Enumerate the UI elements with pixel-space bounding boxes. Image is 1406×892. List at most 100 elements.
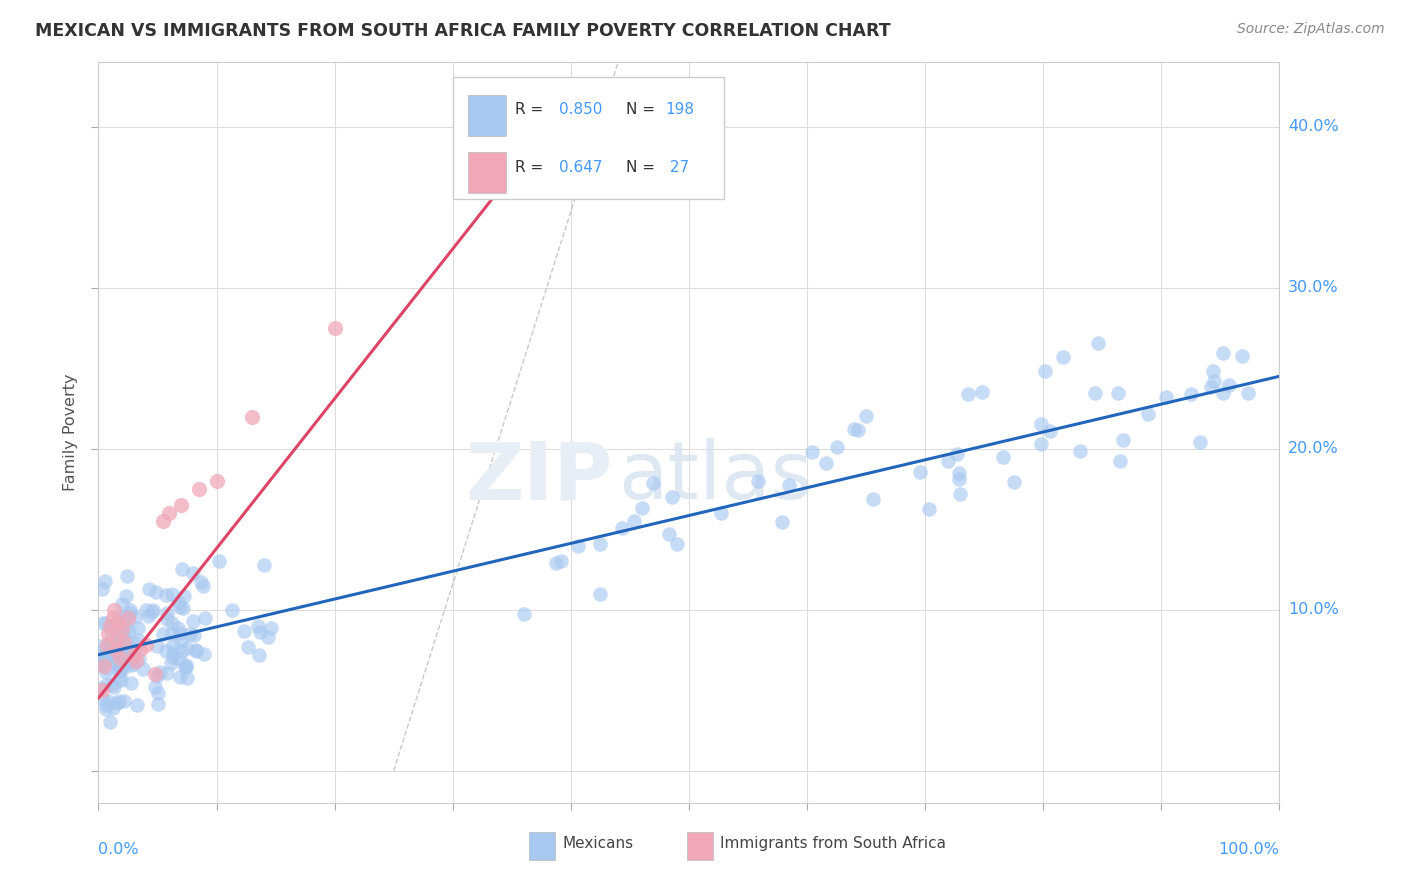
- Point: [148, 697, 170, 711]
- Point: [162, 639, 184, 653]
- Point: [825, 440, 848, 454]
- Point: [181, 566, 204, 581]
- Point: [101, 647, 124, 661]
- Text: Source: ZipAtlas.com: Source: ZipAtlas.com: [1237, 22, 1385, 37]
- Point: [96, 638, 118, 652]
- Point: [146, 640, 169, 654]
- Point: [103, 680, 125, 694]
- Point: [125, 698, 148, 713]
- Point: [1230, 349, 1253, 363]
- Point: [176, 640, 198, 655]
- Point: [176, 658, 198, 673]
- Point: [170, 498, 193, 512]
- Point: [117, 610, 139, 624]
- Point: [143, 680, 166, 694]
- Point: [114, 620, 136, 634]
- Point: [1033, 364, 1056, 378]
- Point: [122, 657, 145, 671]
- Point: [111, 622, 134, 636]
- Point: [174, 660, 197, 674]
- Point: [90, 656, 112, 670]
- Point: [91, 616, 114, 631]
- Point: [770, 515, 793, 529]
- Point: [162, 646, 184, 660]
- Text: 0.0%: 0.0%: [98, 842, 139, 856]
- Point: [936, 454, 959, 468]
- Point: [1136, 407, 1159, 421]
- Point: [93, 643, 115, 657]
- Point: [247, 648, 270, 662]
- Point: [170, 562, 193, 576]
- Point: [162, 650, 184, 665]
- Point: [115, 589, 138, 603]
- Point: [105, 696, 128, 710]
- Point: [110, 673, 132, 688]
- Point: [110, 597, 132, 611]
- Point: [104, 637, 127, 651]
- Text: N =: N =: [626, 160, 661, 175]
- Point: [1212, 345, 1234, 359]
- Point: [252, 558, 274, 573]
- Point: [1237, 386, 1260, 401]
- Point: [120, 676, 142, 690]
- Point: [103, 602, 125, 616]
- Point: [169, 626, 191, 640]
- Point: [589, 587, 612, 601]
- Point: [110, 661, 132, 675]
- Point: [98, 619, 121, 633]
- Point: [862, 492, 884, 507]
- Point: [107, 615, 129, 630]
- Point: [110, 663, 132, 677]
- Point: [589, 537, 612, 551]
- Point: [946, 447, 969, 461]
- Point: [991, 450, 1014, 464]
- Point: [1052, 350, 1074, 364]
- Point: [118, 606, 141, 620]
- Text: 0.850: 0.850: [560, 103, 602, 117]
- Point: [1212, 385, 1234, 400]
- Point: [132, 662, 155, 676]
- Text: 10.0%: 10.0%: [1288, 602, 1339, 617]
- Text: atlas: atlas: [619, 438, 813, 516]
- Point: [1107, 386, 1129, 401]
- Point: [1109, 453, 1132, 467]
- Point: [128, 652, 150, 666]
- Point: [184, 643, 207, 657]
- Point: [94, 647, 117, 661]
- Point: [112, 608, 135, 623]
- Point: [91, 692, 114, 706]
- Point: [112, 635, 135, 649]
- Point: [908, 465, 931, 479]
- Point: [135, 603, 157, 617]
- Point: [661, 491, 683, 505]
- Point: [103, 701, 125, 715]
- Point: [91, 683, 114, 698]
- Point: [710, 506, 733, 520]
- Text: 100.0%: 100.0%: [1219, 842, 1279, 856]
- Point: [110, 623, 132, 637]
- Point: [105, 632, 128, 646]
- Text: R =: R =: [516, 103, 548, 117]
- Point: [623, 515, 645, 529]
- Point: [630, 500, 652, 515]
- Point: [550, 553, 572, 567]
- Point: [155, 588, 177, 602]
- Point: [191, 578, 214, 592]
- Point: [110, 628, 132, 642]
- Text: 40.0%: 40.0%: [1288, 120, 1339, 135]
- Point: [167, 621, 190, 635]
- Point: [159, 656, 181, 670]
- Point: [179, 626, 201, 640]
- Point: [152, 514, 174, 528]
- Point: [97, 627, 120, 641]
- Point: [170, 633, 193, 648]
- Point: [170, 644, 193, 658]
- Point: [1069, 443, 1091, 458]
- Point: [173, 589, 195, 603]
- Point: [190, 574, 212, 589]
- Point: [1029, 417, 1052, 431]
- Point: [96, 640, 118, 655]
- Point: [567, 540, 589, 554]
- Point: [105, 643, 128, 657]
- Point: [91, 651, 114, 665]
